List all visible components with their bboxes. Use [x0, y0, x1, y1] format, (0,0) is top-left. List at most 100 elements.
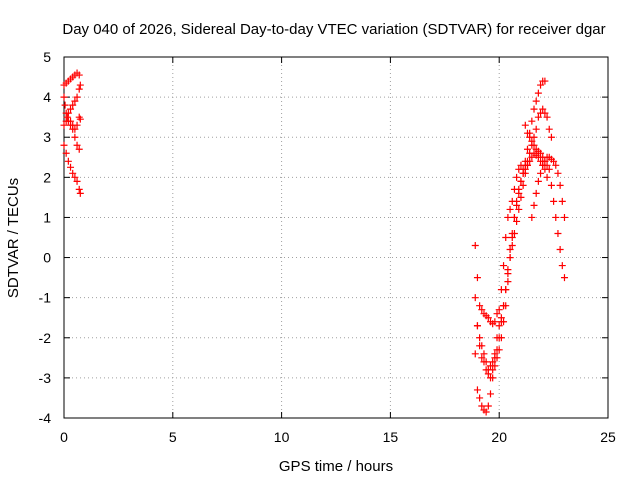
data-point: [560, 274, 568, 282]
data-point: [528, 137, 536, 145]
data-point: [504, 213, 512, 221]
data-point: [539, 105, 547, 113]
data-point: [489, 374, 497, 382]
y-tick-label: -2: [39, 330, 52, 346]
data-point: [552, 213, 560, 221]
data-point: [67, 117, 75, 125]
data-point: [523, 161, 531, 169]
data-point: [69, 101, 77, 109]
data-point: [541, 157, 549, 165]
data-point: [476, 334, 484, 342]
data-point: [502, 286, 510, 294]
data-point: [539, 161, 547, 169]
data-point: [64, 157, 72, 165]
data-point: [545, 165, 553, 173]
data-point: [75, 145, 83, 153]
y-tick-label: -3: [39, 370, 52, 386]
data-point: [541, 77, 549, 85]
y-tick-label: 3: [43, 129, 51, 145]
data-point: [523, 145, 531, 153]
data-point: [471, 242, 479, 250]
data-point: [532, 125, 540, 133]
data-point: [550, 157, 558, 165]
x-tick-label: 0: [60, 429, 68, 445]
data-point: [547, 181, 555, 189]
data-point: [523, 129, 531, 137]
data-point: [534, 177, 542, 185]
data-point: [530, 201, 538, 209]
data-point: [60, 93, 68, 101]
data-point: [558, 197, 566, 205]
data-point: [76, 189, 84, 197]
data-point: [495, 334, 503, 342]
data-point: [473, 274, 481, 282]
data-point: [71, 133, 79, 141]
grid-lines: [64, 57, 608, 418]
data-point: [473, 386, 481, 394]
data-point: [471, 350, 479, 358]
data-point: [478, 342, 486, 350]
data-point: [473, 322, 481, 330]
data-point: [534, 89, 542, 97]
data-point: [519, 169, 527, 177]
data-point: [517, 177, 525, 185]
data-point: [506, 254, 514, 262]
data-point: [69, 169, 77, 177]
data-point: [515, 185, 523, 193]
plot-frame: [63, 56, 609, 419]
y-tick-label: 5: [43, 49, 51, 65]
data-point: [482, 408, 490, 416]
data-point: [489, 358, 497, 366]
data-point: [497, 318, 505, 326]
data-point: [73, 177, 81, 185]
x-axis: 0 5 10 15 20 25: [60, 57, 616, 445]
data-point: [67, 163, 75, 171]
data-point: [75, 85, 83, 93]
y-tick-label: 1: [43, 209, 51, 225]
data-point: [532, 97, 540, 105]
data-point: [545, 125, 553, 133]
data-point: [521, 165, 529, 173]
data-point: [67, 105, 75, 113]
data-point: [528, 153, 536, 161]
data-point: [491, 318, 499, 326]
data-point: [493, 346, 501, 354]
data-point: [478, 354, 486, 362]
data-point: [486, 362, 494, 370]
data-point: [558, 262, 566, 270]
data-point: [60, 121, 68, 129]
data-point: [73, 141, 81, 149]
data-point: [537, 81, 545, 89]
x-tick-label: 20: [491, 429, 507, 445]
data-point: [552, 161, 560, 169]
data-point: [530, 105, 538, 113]
y-axis: -4 -3 -2 -1 0 1 2 3 4 5: [39, 49, 608, 426]
data-point: [478, 306, 486, 314]
data-point: [513, 197, 521, 205]
x-tick-label: 5: [169, 429, 177, 445]
data-point: [517, 193, 525, 201]
chart-title: Day 040 of 2026, Sidereal Day-to-day VTE…: [62, 21, 605, 38]
data-point: [547, 133, 555, 141]
data-point: [71, 97, 79, 105]
data-point: [556, 246, 564, 254]
data-point: [60, 141, 68, 149]
x-tick-label: 15: [383, 429, 399, 445]
data-point: [537, 149, 545, 157]
data-point: [502, 234, 510, 241]
data-point: [519, 181, 527, 189]
data-point: [541, 109, 549, 117]
data-point: [495, 306, 503, 314]
data-point: [506, 205, 514, 213]
data-point: [543, 113, 551, 121]
data-point: [534, 113, 542, 121]
data-point: [76, 115, 84, 123]
data-point: [491, 354, 499, 362]
data-point: [554, 169, 562, 177]
data-point: [508, 229, 516, 237]
data-point: [482, 358, 490, 366]
data-point: [71, 173, 79, 181]
data-point: [526, 157, 534, 165]
data-point: [537, 169, 545, 177]
data-point: [515, 205, 523, 213]
